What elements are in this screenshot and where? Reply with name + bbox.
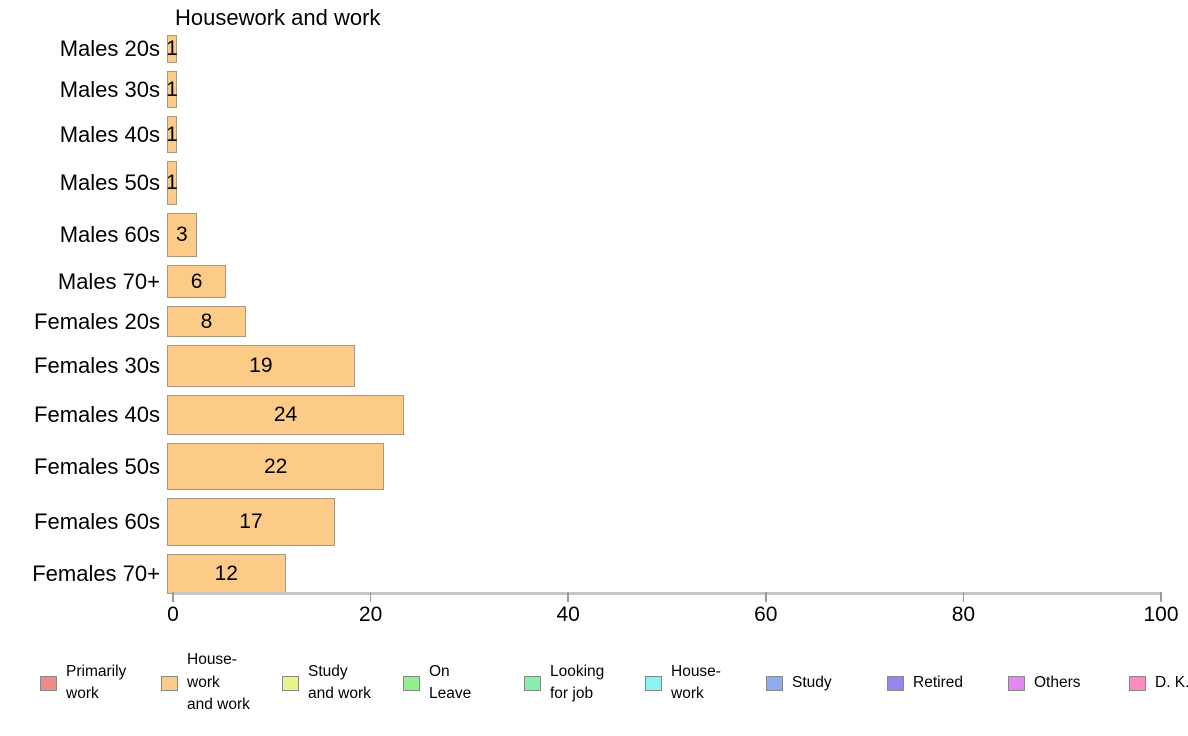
legend-label: Primarily work [66, 662, 127, 702]
legend-swatch [524, 675, 541, 691]
bar-value-label: 3 [175, 223, 188, 246]
bar-value-label: 22 [263, 454, 288, 478]
bar: 12 [167, 554, 286, 594]
legend-swatch [1129, 675, 1146, 691]
bar-value-label: 1 [166, 171, 178, 194]
bar: 24 [167, 395, 405, 435]
x-axis-tick [567, 592, 569, 602]
bar-row: Females 40s 24 [0, 395, 1188, 435]
bar-value-label: 1 [166, 122, 178, 146]
chart-title: Housework and work [175, 5, 381, 30]
legend-swatch [887, 675, 904, 691]
category-label: Males 30s [59, 76, 160, 102]
legend-item: Study and work [282, 661, 403, 706]
bar-row: Males 40s 1 [0, 116, 1188, 153]
bar-value-label: 24 [273, 403, 298, 426]
category-label: Males 50s [59, 170, 160, 195]
x-axis: 0 20 40 60 80 100 [0, 592, 1188, 634]
bar: 3 [167, 213, 197, 257]
legend: Primarily work House-work and work Study and … [40, 638, 1188, 728]
bar: 1 [166, 161, 178, 205]
bar: 1 [166, 35, 178, 63]
legend-item: Study [766, 672, 887, 694]
category-label: Females 20s [34, 308, 160, 334]
legend-swatch [766, 675, 783, 691]
bar-row: Females 70+ 12 [0, 554, 1188, 594]
x-axis-tick-label: 80 [951, 603, 976, 626]
legend-label: House-work [671, 662, 721, 702]
legend-label: Study and work [308, 662, 371, 702]
bar: 19 [167, 345, 355, 387]
legend-label: Looking for job [550, 662, 605, 702]
x-axis-tick-label: 0 [167, 603, 179, 626]
category-label: Males 40s [59, 121, 160, 147]
bar-value-label: 12 [214, 562, 238, 585]
legend-item: House-work and work [161, 649, 282, 716]
category-label: Females 70+ [32, 561, 160, 586]
legend-item: House-work [645, 661, 766, 706]
bar: 1 [166, 71, 178, 108]
x-axis-tick [1160, 592, 1162, 602]
bar-row: Males 50s 1 [0, 161, 1188, 205]
bar-value-label: 6 [190, 269, 203, 293]
category-label: Males 20s [59, 36, 160, 61]
legend-item: Retired [887, 672, 1008, 694]
bar-row: Males 70+ 6 [0, 265, 1188, 298]
category-label: Males 70+ [57, 268, 160, 294]
bar-row: Males 20s 1 [0, 35, 1188, 63]
x-axis-tick [765, 592, 767, 602]
category-label: Females 40s [34, 402, 160, 427]
bar-row: Females 30s 19 [0, 345, 1188, 387]
bar-value-label: 1 [166, 77, 178, 101]
bar: 17 [167, 498, 335, 546]
x-axis-tick-label: 60 [754, 603, 778, 626]
bar-value-label: 1 [166, 37, 178, 60]
legend-item: D. K. [1129, 672, 1188, 694]
legend-label: Others [1034, 673, 1081, 691]
x-axis-line [173, 592, 1161, 595]
bar-row: Females 20s 8 [0, 306, 1188, 337]
legend-label: Study [792, 673, 832, 691]
legend-swatch [161, 675, 178, 691]
legend-swatch [282, 675, 299, 691]
bar: 1 [166, 116, 178, 153]
x-axis-tick-label: 20 [358, 603, 383, 626]
legend-swatch [403, 675, 420, 691]
x-axis-tick [369, 592, 372, 602]
category-label: Males 60s [59, 222, 160, 247]
bar-value-label: 19 [249, 354, 273, 377]
bar: 8 [167, 306, 247, 337]
category-label: Females 60s [34, 509, 160, 534]
bar-row: Males 60s 3 [0, 213, 1188, 257]
bar-row: Females 60s 17 [0, 498, 1188, 546]
legend-swatch [40, 675, 57, 691]
bar-row: Males 30s 1 [0, 71, 1188, 108]
x-axis-tick [172, 592, 174, 602]
legend-item: Others [1008, 672, 1129, 694]
legend-label: House-work and work [187, 651, 250, 714]
bar-value-label: 8 [200, 309, 213, 333]
legend-item: Looking for job [524, 661, 645, 706]
category-label: Females 50s [34, 453, 160, 479]
x-axis-tick-label: 100 [1143, 603, 1179, 626]
plot-area: Males 20s 1 Males 30s 1 Males 40s 1 Males 50s 1… [0, 35, 1188, 602]
legend-swatch [1008, 675, 1025, 691]
bar-value-label: 17 [239, 510, 263, 533]
legend-label: Retired [913, 673, 963, 691]
bar-row: Females 50s 22 [0, 443, 1188, 490]
category-label: Females 30s [34, 353, 160, 378]
legend-label: D. K. [1155, 673, 1188, 691]
x-axis-tick [962, 592, 965, 602]
legend-swatch [645, 675, 662, 691]
bar: 6 [167, 265, 227, 298]
legend-item: Primarily work [40, 661, 161, 706]
x-axis-tick-label: 40 [556, 603, 580, 626]
legend-label: On Leave [429, 662, 472, 702]
bar: 22 [167, 443, 385, 490]
legend-item: On Leave [403, 661, 524, 706]
